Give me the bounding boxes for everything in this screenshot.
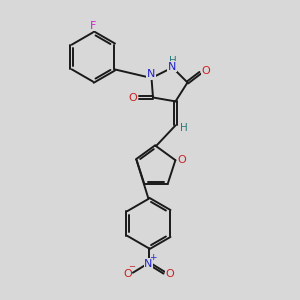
- Text: H: H: [180, 123, 188, 134]
- Text: H: H: [169, 56, 176, 66]
- Text: O: O: [201, 65, 210, 76]
- Text: N: N: [168, 62, 176, 72]
- Text: O: O: [123, 269, 132, 279]
- Text: N: N: [144, 259, 153, 269]
- Text: N: N: [147, 69, 155, 80]
- Text: −: −: [128, 262, 135, 271]
- Text: +: +: [149, 254, 156, 262]
- Text: F: F: [90, 21, 96, 31]
- Text: O: O: [129, 93, 138, 103]
- Text: O: O: [178, 154, 186, 165]
- Text: O: O: [165, 269, 174, 279]
